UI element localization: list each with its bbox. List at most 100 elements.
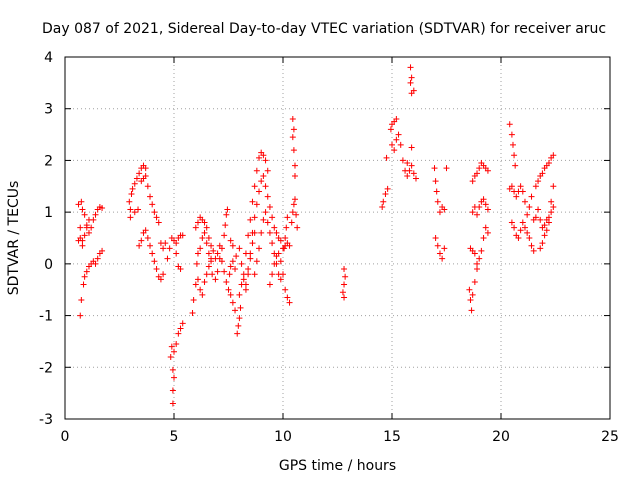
data-point [341, 281, 348, 288]
data-point [99, 205, 106, 212]
data-point [214, 250, 221, 257]
data-point [203, 224, 210, 231]
data-point [545, 160, 552, 167]
data-point [474, 260, 481, 267]
x-tick-label: 10 [274, 429, 292, 445]
data-point [169, 366, 176, 373]
data-point [277, 258, 284, 265]
data-point [382, 191, 389, 198]
data-point [262, 209, 269, 216]
y-tick-label: -2 [39, 360, 53, 376]
x-tick-label: 0 [61, 429, 70, 445]
y-tick-label: 4 [44, 50, 53, 66]
data-point [508, 131, 515, 138]
data-point [201, 229, 208, 236]
data-point [177, 325, 184, 332]
data-point [179, 232, 186, 239]
data-point [537, 245, 544, 252]
data-point [153, 266, 160, 273]
data-point [133, 175, 140, 182]
data-point [476, 203, 483, 210]
x-tick-label: 5 [170, 429, 179, 445]
data-point [264, 219, 271, 226]
data-point [79, 242, 86, 249]
data-point [249, 240, 256, 247]
data-point [253, 258, 260, 265]
data-point [90, 216, 97, 223]
data-point [474, 266, 481, 273]
data-point [94, 255, 101, 262]
data-point [515, 235, 522, 241]
data-point [135, 206, 142, 213]
data-point [511, 152, 518, 159]
data-point [167, 353, 174, 360]
data-point [168, 343, 175, 350]
data-point [78, 297, 85, 304]
data-point [171, 374, 177, 381]
data-point [245, 232, 252, 239]
data-point [478, 247, 485, 254]
x-tick-label: 25 [601, 429, 619, 445]
data-point [164, 255, 171, 262]
data-point [173, 250, 180, 257]
data-point [142, 172, 149, 179]
data-point [227, 263, 234, 270]
data-point [212, 276, 219, 283]
data-point [541, 222, 548, 229]
y-axis-title: SDTVAR / TECUs [6, 181, 22, 296]
data-point [526, 203, 533, 210]
data-point [517, 227, 524, 234]
data-point [251, 271, 258, 278]
data-point [224, 206, 231, 213]
data-point [480, 196, 487, 203]
data-point [92, 260, 99, 267]
data-point [199, 291, 206, 298]
data-point [408, 144, 415, 151]
data-point [193, 260, 200, 267]
data-point [194, 219, 201, 226]
data-point [436, 209, 443, 216]
data-point [264, 193, 271, 200]
data-point [251, 214, 258, 221]
data-point [129, 185, 136, 192]
data-point [469, 209, 476, 216]
data-point [235, 322, 242, 329]
data-point [169, 400, 176, 407]
y-tick-label: 2 [44, 153, 53, 169]
data-point [517, 183, 524, 190]
data-point [260, 172, 267, 179]
data-point [410, 170, 417, 177]
data-point [205, 250, 212, 257]
data-point [467, 297, 474, 304]
data-point [550, 203, 557, 210]
data-point [537, 216, 544, 223]
plot-border [64, 56, 611, 420]
data-point [256, 154, 263, 161]
data-point [131, 209, 138, 216]
data-point [508, 219, 515, 226]
data-point [136, 242, 143, 249]
data-point [251, 183, 258, 190]
data-point [79, 206, 86, 213]
data-point [407, 79, 414, 86]
data-point [169, 387, 176, 394]
data-point [222, 222, 229, 229]
data-point [236, 315, 243, 322]
data-point [189, 309, 196, 316]
data-point [221, 232, 228, 239]
data-point [383, 154, 390, 161]
data-point [474, 211, 481, 218]
data-point [513, 193, 520, 200]
data-point [282, 235, 289, 241]
data-point [208, 258, 215, 265]
data-point [127, 206, 134, 213]
data-point [432, 235, 439, 241]
data-point [431, 165, 438, 172]
data-point [171, 348, 177, 355]
data-point [471, 250, 478, 257]
data-point [291, 162, 298, 169]
data-point [232, 266, 239, 273]
data-point [266, 203, 273, 210]
data-point [80, 281, 87, 288]
